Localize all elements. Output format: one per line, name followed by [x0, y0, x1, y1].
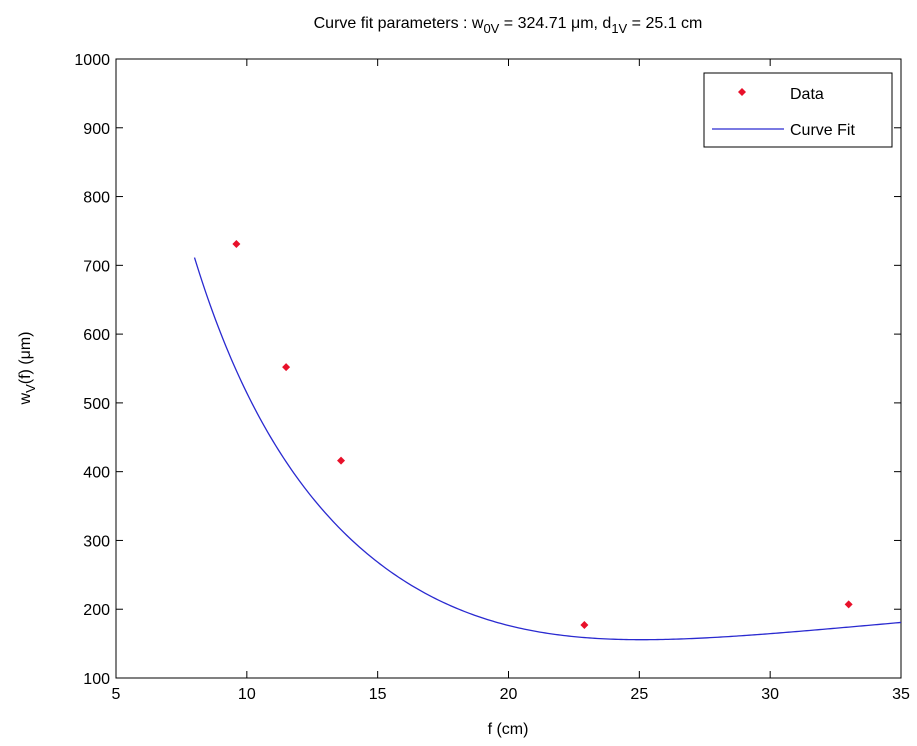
axis-ticks: 5 10 15 20 25 30 35 100 200 300 400 500 600 700 800 900… — [74, 52, 910, 703]
legend-data-marker — [738, 88, 746, 96]
y-tick-label: 700 — [83, 258, 110, 275]
legend: Data Curve Fit — [703, 72, 893, 148]
y-tick-label: 800 — [83, 190, 110, 207]
data-point — [580, 621, 589, 630]
legend-fit-label: Curve Fit — [790, 122, 855, 139]
y-tick-label: 1000 — [74, 52, 110, 69]
y-tick-label: 500 — [83, 396, 110, 413]
legend-box — [703, 72, 893, 148]
y-axis-label: wV(f) (μm) — [17, 332, 38, 406]
fit-curve — [193, 257, 902, 641]
plot-area — [115, 58, 902, 679]
y-tick-label: 300 — [83, 533, 110, 550]
x-tick-label: 25 — [630, 686, 648, 703]
points-layer — [232, 240, 853, 630]
x-tick-label: 35 — [892, 686, 910, 703]
x-tick-label: 5 — [112, 686, 121, 703]
curve-layer — [193, 257, 902, 641]
x-tick-label: 20 — [500, 686, 518, 703]
legend-data-label: Data — [790, 86, 824, 103]
data-point — [844, 600, 853, 609]
x-axis-label: f (cm) — [488, 721, 529, 738]
data-point — [282, 363, 291, 372]
y-tick-label: 200 — [83, 602, 110, 619]
y-tick-label: 400 — [83, 465, 110, 482]
x-tick-label: 10 — [238, 686, 256, 703]
chart-title: Curve fit parameters : w0V = 324.71 μm, … — [314, 15, 703, 36]
y-tick-label: 600 — [83, 327, 110, 344]
y-tick-label: 100 — [83, 671, 110, 688]
data-point — [232, 240, 241, 249]
y-tick-label: 900 — [83, 121, 110, 138]
x-tick-label: 30 — [761, 686, 779, 703]
data-point — [337, 456, 346, 465]
x-tick-label: 15 — [369, 686, 387, 703]
